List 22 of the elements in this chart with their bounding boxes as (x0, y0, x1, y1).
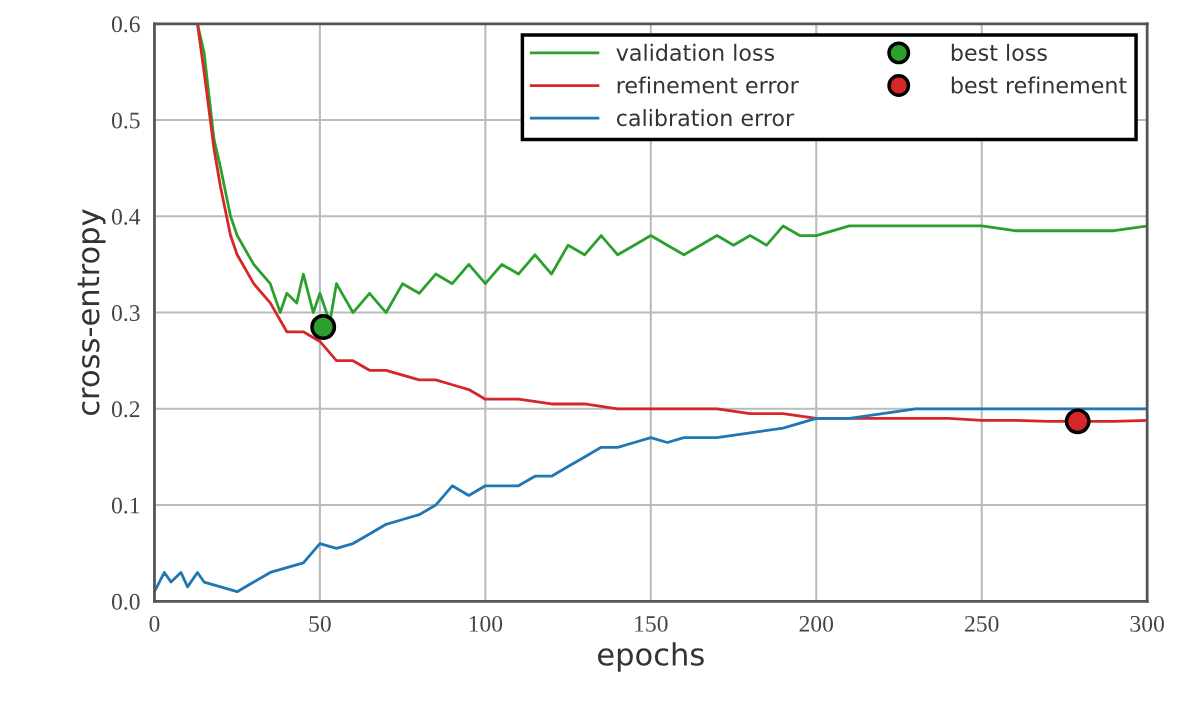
y-axis-title: cross-entropy (77, 209, 106, 416)
x-tick-label: 0 (149, 615, 160, 632)
line-series (154, 407, 1148, 594)
y-tick-label: 0.4 (111, 208, 141, 225)
y-tick-label: 0.5 (111, 112, 140, 129)
legend-label: best refinement (951, 76, 1127, 94)
y-tick-label: 0.6 (111, 16, 140, 33)
x-tick-label: 50 (309, 615, 331, 632)
x-tick-label: 150 (635, 615, 668, 632)
x-tick-label: 250 (965, 615, 999, 632)
y-tick-label: 0.0 (111, 593, 140, 610)
x-tick-label: 200 (799, 615, 834, 632)
y-tick-label: 0.2 (111, 401, 140, 418)
y-tick-label: 0.3 (111, 305, 140, 322)
legend-label: validation loss (616, 43, 775, 61)
legend-label: refinement error (617, 76, 799, 94)
x-axis-title: epochs (598, 642, 704, 672)
x-tick-label: 300 (1130, 615, 1164, 632)
legend-label: best loss (951, 43, 1047, 61)
legend-label: calibration error (616, 109, 795, 127)
y-tick-label: 0.1 (111, 497, 140, 514)
x-tick-label: 100 (469, 615, 503, 632)
